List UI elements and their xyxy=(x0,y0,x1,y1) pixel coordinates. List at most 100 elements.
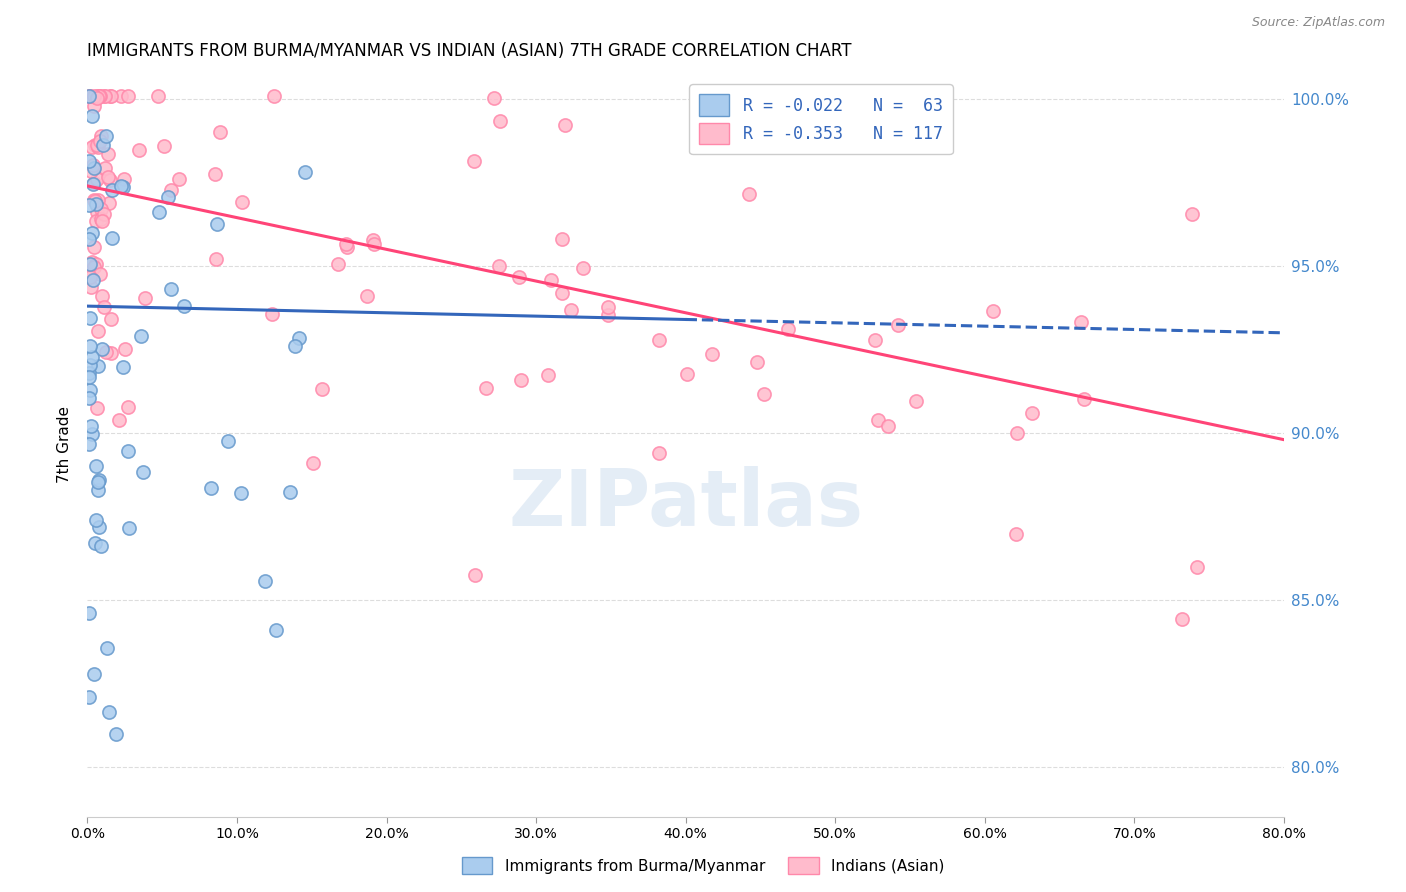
Point xyxy=(278,484,301,499)
Point xyxy=(83,260,105,275)
Point xyxy=(79,339,101,353)
Point xyxy=(571,260,593,275)
Point xyxy=(117,88,139,103)
Text: IMMIGRANTS FROM BURMA/MYANMAR VS INDIAN (ASIAN) 7TH GRADE CORRELATION CHART: IMMIGRANTS FROM BURMA/MYANMAR VS INDIAN … xyxy=(87,42,852,60)
Point xyxy=(204,252,226,266)
Point xyxy=(80,108,103,122)
Point xyxy=(868,412,890,426)
Point xyxy=(463,153,485,168)
Point xyxy=(84,513,107,527)
Point xyxy=(77,607,100,621)
Point xyxy=(702,347,724,361)
Point xyxy=(90,214,112,228)
Point xyxy=(263,88,285,103)
Point xyxy=(488,259,510,273)
Point xyxy=(89,88,111,103)
Point xyxy=(294,165,316,179)
Point xyxy=(80,254,103,268)
Point xyxy=(86,140,108,154)
Point xyxy=(1021,406,1043,420)
Point xyxy=(86,324,108,338)
Point xyxy=(101,231,124,245)
Point xyxy=(86,91,108,105)
Point xyxy=(80,351,103,365)
Point xyxy=(89,134,111,148)
Point xyxy=(159,282,181,296)
Point xyxy=(117,400,139,414)
Point xyxy=(100,345,122,359)
Point xyxy=(84,194,107,208)
Point xyxy=(86,88,108,103)
Point xyxy=(93,207,115,221)
Point xyxy=(551,232,574,246)
Point xyxy=(84,138,107,153)
Point xyxy=(83,88,105,103)
Point xyxy=(284,339,307,353)
Point xyxy=(1070,315,1092,329)
Point xyxy=(91,342,114,356)
Point xyxy=(1181,207,1204,221)
Point xyxy=(77,198,100,212)
Point xyxy=(1005,425,1028,440)
Point xyxy=(97,705,120,719)
Point xyxy=(83,240,105,254)
Point xyxy=(89,88,111,103)
Point xyxy=(336,240,359,254)
Point xyxy=(100,88,122,103)
Point xyxy=(311,382,333,396)
Point xyxy=(596,300,619,314)
Point xyxy=(132,466,155,480)
Point xyxy=(100,312,122,326)
Point xyxy=(80,418,103,433)
Point xyxy=(112,359,135,374)
Point xyxy=(173,299,195,313)
Point xyxy=(87,473,110,487)
Point xyxy=(80,164,103,178)
Point xyxy=(87,194,110,208)
Point xyxy=(508,270,530,285)
Point xyxy=(79,383,101,397)
Point xyxy=(863,333,886,347)
Point xyxy=(464,568,486,582)
Point xyxy=(264,623,287,637)
Point xyxy=(647,445,669,459)
Point xyxy=(474,381,496,395)
Point xyxy=(509,374,531,388)
Point xyxy=(752,387,775,401)
Point xyxy=(94,128,117,143)
Point xyxy=(80,427,103,442)
Point xyxy=(97,169,120,184)
Point xyxy=(110,178,132,193)
Point xyxy=(598,308,620,322)
Point xyxy=(488,114,510,128)
Point xyxy=(112,172,135,186)
Point xyxy=(152,138,174,153)
Point xyxy=(86,205,108,219)
Point xyxy=(96,640,118,655)
Point xyxy=(747,355,769,369)
Point xyxy=(560,302,582,317)
Point xyxy=(262,307,284,321)
Point xyxy=(83,161,105,175)
Point xyxy=(77,88,100,103)
Point xyxy=(302,456,325,470)
Point xyxy=(77,367,100,381)
Point xyxy=(82,273,104,287)
Point xyxy=(79,88,101,103)
Legend: Immigrants from Burma/Myanmar, Indians (Asian): Immigrants from Burma/Myanmar, Indians (… xyxy=(456,851,950,880)
Point xyxy=(87,483,110,498)
Point xyxy=(94,88,117,103)
Text: Source: ZipAtlas.com: Source: ZipAtlas.com xyxy=(1251,16,1385,29)
Point xyxy=(110,88,132,103)
Point xyxy=(134,292,156,306)
Point xyxy=(84,459,107,474)
Point xyxy=(83,536,105,550)
Point xyxy=(288,331,311,345)
Point xyxy=(217,434,239,449)
Point xyxy=(675,367,697,381)
Point xyxy=(79,690,101,704)
Point xyxy=(1005,527,1028,541)
Point xyxy=(90,539,112,553)
Point xyxy=(82,177,104,191)
Legend: R = -0.022   N =  63, R = -0.353   N = 117: R = -0.022 N = 63, R = -0.353 N = 117 xyxy=(689,85,952,154)
